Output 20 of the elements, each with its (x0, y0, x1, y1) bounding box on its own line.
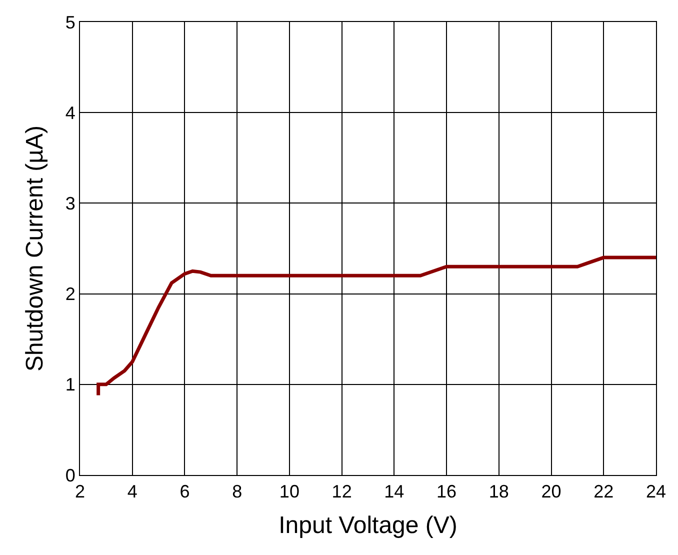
line-series (96, 256, 656, 398)
y-tick-label: 3 (65, 194, 76, 214)
x-tick-label: 18 (488, 482, 509, 502)
x-tick-label: 8 (232, 482, 242, 502)
x-tick-label: 6 (180, 482, 190, 502)
x-tick-label: 24 (646, 482, 666, 502)
x-tick-label: 12 (332, 482, 352, 502)
y-tick-label: 4 (65, 102, 76, 123)
y-tick-label: 2 (65, 284, 76, 304)
x-axis-title: Input Voltage (V) (278, 512, 458, 539)
x-tick-label: 22 (594, 482, 614, 502)
x-tick-label: 14 (384, 482, 404, 502)
y-tick-label: 1 (65, 374, 76, 395)
x-tick-label: 16 (436, 482, 457, 502)
x-tick-label: 20 (541, 482, 562, 502)
y-tick-label: 5 (65, 12, 76, 32)
x-tick-label: 4 (127, 482, 138, 502)
y-axis-title: Shutdown Current (µA) (21, 126, 48, 372)
y-tick-label: 0 (65, 465, 76, 486)
x-tick-label: 10 (279, 482, 300, 502)
